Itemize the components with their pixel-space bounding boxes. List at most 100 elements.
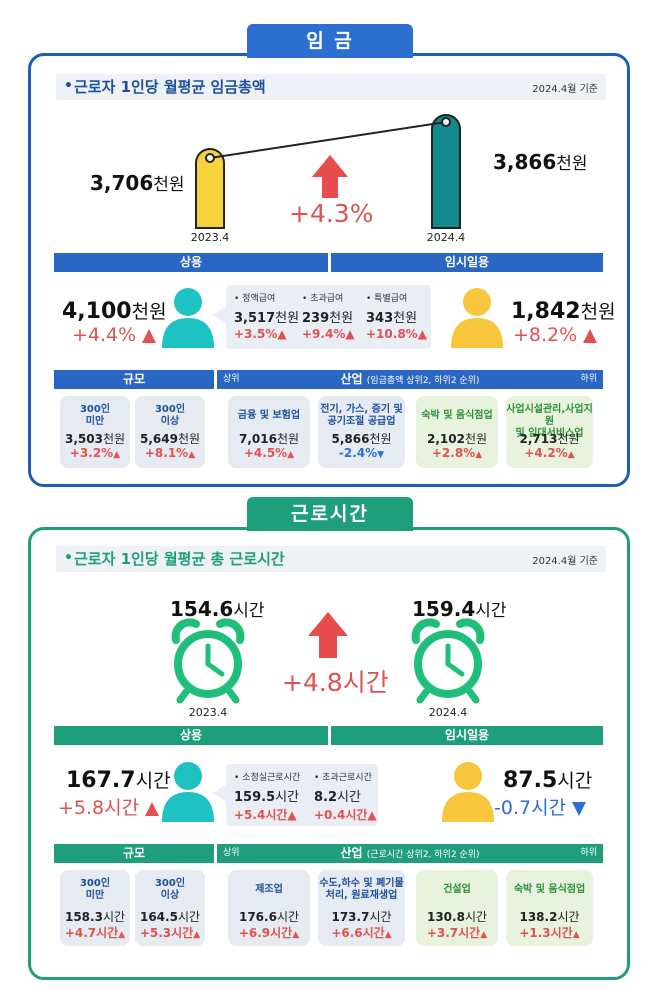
card-value: 7,016천원 xyxy=(238,432,300,446)
card-name: 수도,하수 및 폐기물 처리, 원료재생업 xyxy=(319,878,404,901)
wage-card-4: 숙박 및 음식점업 2,102천원 +2.8%▲ xyxy=(416,396,498,468)
hours-card-3: 수도,하수 및 폐기물 처리, 원료재생업 173.7시간 +6.6시간▲ xyxy=(318,870,405,946)
hours-2023-clock-icon xyxy=(171,618,245,704)
wage-temp-value: 1,842천원 xyxy=(511,299,616,324)
hours-overtime: • 초과근로시간 8.2시간 +0.4시간▲ xyxy=(314,773,377,822)
wage-overtime-pay: • 초과급여 239천원 +9.4%▲ xyxy=(302,294,355,341)
wage-title: 근로자 1인당 월평균 임금총액 xyxy=(74,78,266,96)
card-value: 164.5시간 xyxy=(139,910,201,924)
wage-special-pay: • 특별급여 343천원 +10.8%▲ xyxy=(366,294,427,341)
card-change: +5.3시간▲ xyxy=(139,926,201,940)
hours-title-bar: 근로자 1인당 월평균 총 근로시간 2024.4월 기준 xyxy=(56,546,606,572)
wage-regular-band: 상용 xyxy=(54,253,328,272)
hours-up-arrow xyxy=(308,612,348,658)
wage-2023-year: 2023.4 xyxy=(190,231,230,244)
card-name: 전기, 가스, 증기 및 공기조절 공급업 xyxy=(320,404,403,427)
card-value: 2,102천원 xyxy=(426,432,488,446)
wage-temp-person-icon xyxy=(451,288,503,348)
hours-2024-clock-icon xyxy=(411,618,485,704)
wage-2024-value: 3,866천원 xyxy=(493,150,588,174)
hours-section-tab: 근로시간 xyxy=(247,497,413,531)
hours-regular-value: 167.7시간 xyxy=(66,768,171,793)
hours-regular-person-icon xyxy=(162,762,214,822)
card-change: +4.7시간▲ xyxy=(64,926,126,940)
hours-size-band: 규모 xyxy=(54,844,214,863)
hours-industry-band: 상위 산업 (근로시간 상위2, 하위2 순위) 하위 xyxy=(217,844,603,863)
wage-card-0: 300인 미만 3,503천원 +3.2%▲ xyxy=(60,396,130,468)
card-name: 금융 및 보험업 xyxy=(237,410,301,421)
wage-industry-band: 상위 산업 (임금총액 상위2, 하위2 순위) 하위 xyxy=(217,370,603,389)
hours-2023-value: 154.6시간 xyxy=(170,597,265,621)
wage-trend-line xyxy=(209,121,447,159)
wage-card-1: 300인 이상 5,649천원 +8.1%▲ xyxy=(135,396,205,468)
card-change: +4.2%▲ xyxy=(524,446,575,460)
card-value: 5,649천원 xyxy=(139,432,201,446)
card-value: 176.6시간 xyxy=(238,910,300,924)
hours-2023-year: 2023.4 xyxy=(188,706,228,719)
hours-card-5: 숙박 및 음식점업 138.2시간 +1.3시간▲ xyxy=(506,870,593,946)
card-change: +8.1%▲ xyxy=(144,446,196,460)
up-arrow-icon: ▲ xyxy=(118,930,126,940)
card-change: +3.2%▲ xyxy=(69,446,121,460)
card-change: +2.8%▲ xyxy=(431,446,483,460)
card-name: 300인 이상 xyxy=(154,404,186,427)
up-arrow-icon: ▲ xyxy=(292,930,300,940)
hours-temp-band: 임시일용 xyxy=(331,726,603,745)
hours-2024-value: 159.4시간 xyxy=(412,597,507,621)
up-arrow-icon: ▲ xyxy=(475,450,483,460)
wage-callout-pointer xyxy=(213,306,227,324)
card-name: 숙박 및 음식점업 xyxy=(513,884,586,895)
card-value: 158.3시간 xyxy=(64,910,126,924)
hours-regular-band: 상용 xyxy=(54,726,328,745)
up-arrow-icon: ▲ xyxy=(480,930,488,940)
wage-card-3: 전기, 가스, 증기 및 공기조절 공급업 5,866천원 -2.4%▼ xyxy=(318,396,405,468)
hours-title-bullet: • xyxy=(64,550,73,566)
wage-up-arrow xyxy=(312,155,348,198)
up-arrow-icon: ▲ xyxy=(287,450,295,460)
wage-temp-band: 임시일용 xyxy=(331,253,603,272)
card-name: 제조업 xyxy=(255,884,283,895)
up-arrow-icon: ▲ xyxy=(193,930,201,940)
hours-total-change: +4.8시간 xyxy=(282,668,389,697)
hours-regular-breakdown: • 소정실근로시간 159.5시간 +5.4시간▲ • 초과근로시간 8.2시간… xyxy=(226,764,378,826)
hours-title: 근로자 1인당 월평균 총 근로시간 xyxy=(74,550,285,568)
wage-regular-value: 4,100천원 xyxy=(62,299,167,324)
hours-regular-change: +5.8시간 xyxy=(58,793,160,820)
hours-temp-value: 87.5시간 xyxy=(503,768,593,793)
card-change: +6.9시간▲ xyxy=(238,926,300,940)
card-name: 300인 미만 xyxy=(79,878,111,901)
wage-regular-change: +4.4% xyxy=(72,324,157,346)
wage-basis: 2024.4월 기준 xyxy=(532,84,598,95)
hours-callout-pointer xyxy=(213,784,227,802)
wage-regular-person-icon xyxy=(162,288,214,348)
wage-section-tab: 임 금 xyxy=(247,24,413,58)
wage-regular-breakdown: • 정액급여 3,517천원 +3.5%▲ • 초과급여 239천원 +9.4%… xyxy=(226,285,431,349)
up-arrow-icon: ▲ xyxy=(188,450,196,460)
hours-temp-change: -0.7시간 xyxy=(494,793,587,820)
wage-title-bullet: • xyxy=(64,78,73,94)
wage-temp-change: +8.2% xyxy=(513,324,598,346)
wage-2023-pillar xyxy=(195,148,225,229)
wage-card-2: 금융 및 보험업 7,016천원 +4.5%▲ xyxy=(228,396,310,468)
wage-comparison-graphic xyxy=(195,114,461,229)
wage-size-band: 규모 xyxy=(54,370,214,389)
wage-total-change: +4.3% xyxy=(289,199,374,228)
card-name: 300인 이상 xyxy=(154,878,186,901)
card-value: 3,503천원 xyxy=(64,432,126,446)
card-change: +3.7시간▲ xyxy=(426,926,488,940)
hours-basis: 2024.4월 기준 xyxy=(532,556,598,567)
card-value: 130.8시간 xyxy=(426,910,488,924)
hours-card-2: 제조업 176.6시간 +6.9시간▲ xyxy=(228,870,310,946)
up-arrow-icon: ▲ xyxy=(384,930,392,940)
card-change: +4.5%▲ xyxy=(243,446,295,460)
card-value: 2,713천원 xyxy=(519,432,580,446)
up-arrow-icon: ▲ xyxy=(572,930,580,940)
card-change: +6.6시간▲ xyxy=(331,926,392,940)
card-name: 300인 미만 xyxy=(79,404,111,427)
card-value: 5,866천원 xyxy=(331,432,392,446)
wage-2024-year: 2024.4 xyxy=(426,231,466,244)
up-arrow-icon: ▲ xyxy=(113,450,121,460)
card-change: +1.3시간▲ xyxy=(519,926,580,940)
card-name: 숙박 및 음식점업 xyxy=(421,410,493,421)
hours-card-1: 300인 이상 164.5시간 +5.3시간▲ xyxy=(135,870,205,946)
